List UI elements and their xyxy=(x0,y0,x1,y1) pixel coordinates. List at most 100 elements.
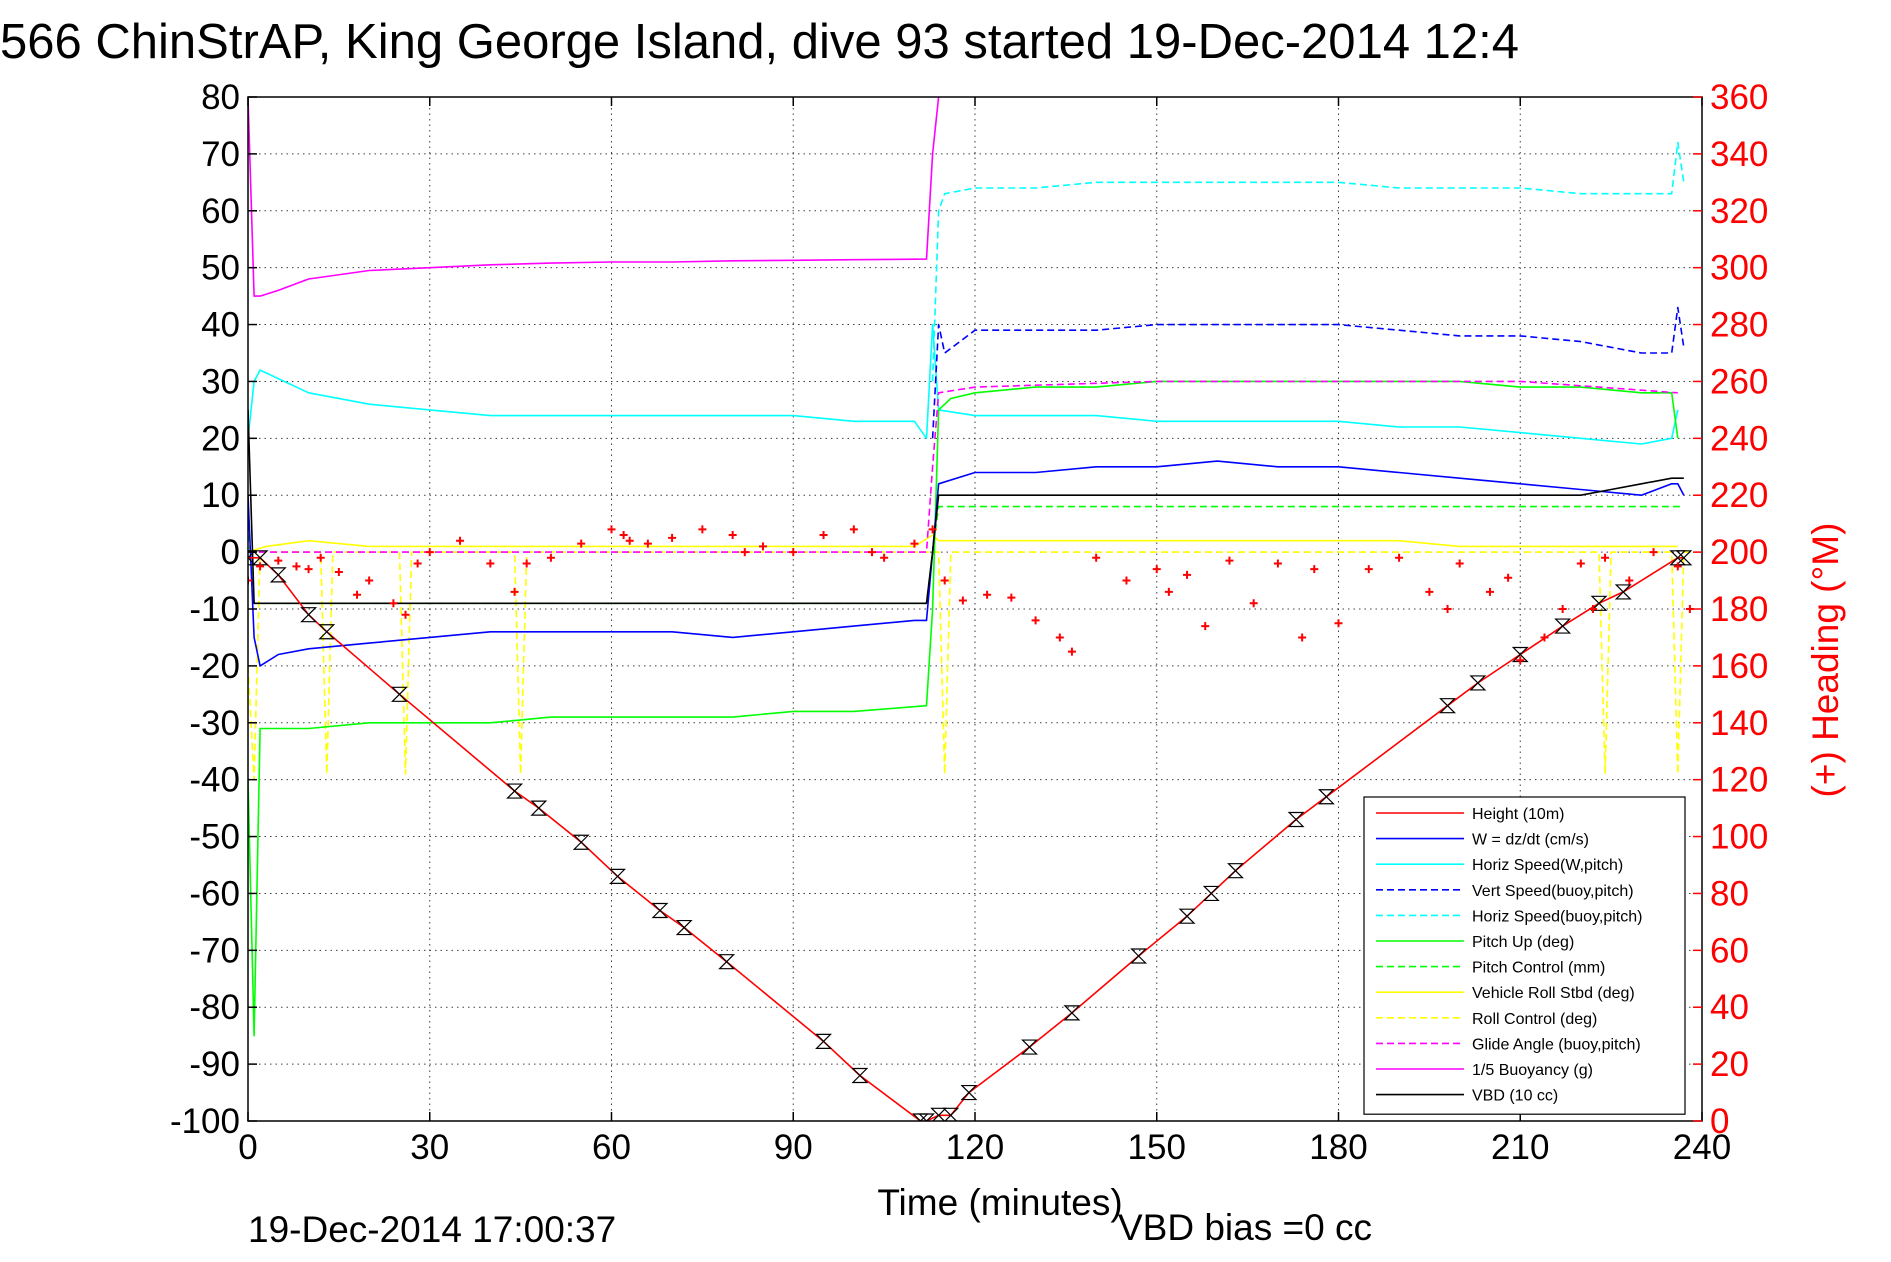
x-tick-label: 90 xyxy=(774,1128,813,1167)
y-right-tick-label: 300 xyxy=(1710,249,1768,288)
series-heading-marker xyxy=(510,587,519,596)
y-left-tick-label: -60 xyxy=(189,874,240,913)
series-height-marker xyxy=(1130,948,1148,964)
series-heading-marker xyxy=(1249,599,1258,608)
y-left-tick-label: -10 xyxy=(189,590,240,629)
series-heading-marker xyxy=(1183,570,1192,579)
legend-entry-label: 1/5 Buoyancy (g) xyxy=(1472,1062,1593,1079)
y-right-tick-label: 140 xyxy=(1710,704,1768,743)
series-height-marker xyxy=(269,567,287,583)
y-left-tick-label: 70 xyxy=(201,135,240,174)
series-height-marker xyxy=(1202,885,1220,902)
series-heading-marker xyxy=(389,599,398,608)
y-left-tick-label: -80 xyxy=(189,988,240,1027)
x-tick-label: 30 xyxy=(410,1128,449,1167)
series-heading-marker xyxy=(1092,553,1101,562)
series-height-marker xyxy=(1439,698,1456,714)
series-heading-marker xyxy=(1443,605,1452,613)
series-heading-marker xyxy=(1364,565,1373,574)
series-height-marker xyxy=(718,954,736,970)
series-heading-marker xyxy=(1334,619,1343,628)
series-heading-marker xyxy=(353,590,362,599)
y-right-tick-label: 280 xyxy=(1710,306,1768,345)
series-heading-marker xyxy=(1540,633,1549,642)
series-heading-marker xyxy=(1516,656,1525,665)
y-right-tick-label: 240 xyxy=(1710,419,1768,458)
y-right-tick-label: 20 xyxy=(1710,1045,1749,1084)
series-heading-marker xyxy=(607,525,616,534)
series-heading-marker xyxy=(1201,622,1210,631)
series-height-marker xyxy=(300,607,318,623)
series-horiz-speed-w-pitch-line xyxy=(248,323,1679,445)
series-heading-marker xyxy=(1576,559,1585,568)
y-left-tick-label: -40 xyxy=(189,761,240,800)
series-heading-marker xyxy=(910,539,919,548)
series-heading-marker xyxy=(940,576,949,585)
series-height-marker xyxy=(1511,646,1529,663)
series-heading-marker xyxy=(456,536,465,545)
series-heading-marker xyxy=(868,548,877,557)
legend-entry-label: Vehicle Roll Stbd (deg) xyxy=(1472,985,1635,1002)
series-heading-marker xyxy=(1298,633,1307,642)
series-heading-marker xyxy=(365,576,374,585)
series-height-marker xyxy=(506,783,524,799)
y-left-tick-label: -50 xyxy=(189,818,240,857)
x-tick-label: 240 xyxy=(1673,1128,1731,1167)
series-heading-marker xyxy=(983,590,992,599)
footer-timestamp: 19-Dec-2014 17:00:37 xyxy=(248,1209,616,1250)
series-height-marker xyxy=(572,834,590,850)
series-heading-marker xyxy=(274,556,283,565)
series-heading-marker xyxy=(401,610,410,619)
y-left-tick-label: 80 xyxy=(201,78,240,117)
series-heading-marker xyxy=(1685,605,1694,613)
series-height-marker xyxy=(918,1113,935,1121)
legend-entry-label: Pitch Control (mm) xyxy=(1472,960,1605,977)
series-heading-marker xyxy=(1625,576,1634,585)
series-height-marker xyxy=(318,624,336,640)
series-height-10m-line xyxy=(248,556,1684,1121)
y-left-tick-label: 40 xyxy=(201,306,240,345)
y-right-tick-label: 160 xyxy=(1710,647,1768,686)
y-left-tick-label: -90 xyxy=(189,1045,240,1084)
series-heading-marker xyxy=(316,553,325,562)
y-left-tick-label: 60 xyxy=(201,192,240,231)
chart-title: 566 ChinStrAP, King George Island, dive … xyxy=(0,15,1519,69)
series-heading-marker xyxy=(292,562,301,571)
series-height-marker xyxy=(1021,1039,1038,1055)
y-left-tick-label: -20 xyxy=(189,647,240,686)
series-heading-marker xyxy=(1152,565,1161,574)
series-heading-marker xyxy=(1601,553,1610,562)
legend-entry-label: Glide Angle (buoy,pitch) xyxy=(1472,1036,1641,1053)
x-tick-label: 210 xyxy=(1491,1128,1549,1167)
series-heading-marker xyxy=(1558,605,1567,613)
series-heading-marker xyxy=(248,576,252,585)
series-heading-marker xyxy=(1455,559,1464,568)
series-height-marker xyxy=(851,1067,869,1084)
y-right-tick-label: 340 xyxy=(1710,135,1768,174)
ticks: 0 30 60 90 120 150 180 210 24080706050403020100-… xyxy=(170,78,1768,1167)
series-height-marker xyxy=(651,902,669,919)
y-left-tick-label: 30 xyxy=(201,362,240,401)
series-heading-marker xyxy=(1649,548,1658,557)
legend-entry-label: Vert Speed(buoy,pitch) xyxy=(1472,883,1634,900)
legend-box xyxy=(1363,796,1686,1115)
series-heading-marker xyxy=(577,539,586,548)
y-left-tick-label: -30 xyxy=(189,704,240,743)
x-axis-label: Time (minutes) xyxy=(877,1182,1122,1223)
series-height-marker xyxy=(930,1107,948,1121)
series-heading-marker xyxy=(486,559,495,568)
series-height-marker xyxy=(1317,789,1335,805)
x-tick-label: 150 xyxy=(1128,1128,1186,1167)
y-right-tick-label: 60 xyxy=(1710,931,1749,970)
series-heading-marker xyxy=(789,548,798,557)
series-vbd-10-cc-line xyxy=(248,409,1684,605)
series-heading-marker xyxy=(1007,593,1016,602)
series-heading-marker xyxy=(1031,616,1040,625)
series-w-dz-dt-cm-s-line xyxy=(248,460,1685,667)
series-heading-marker xyxy=(1055,633,1064,642)
y-right-tick-label: 320 xyxy=(1710,192,1768,231)
series-heading-marker xyxy=(1164,587,1173,596)
right-axis-label: (+) Heading (°M) xyxy=(1805,523,1846,798)
y-right-tick-label: 0 xyxy=(1710,1102,1729,1141)
series-heading-marker xyxy=(1485,587,1494,596)
